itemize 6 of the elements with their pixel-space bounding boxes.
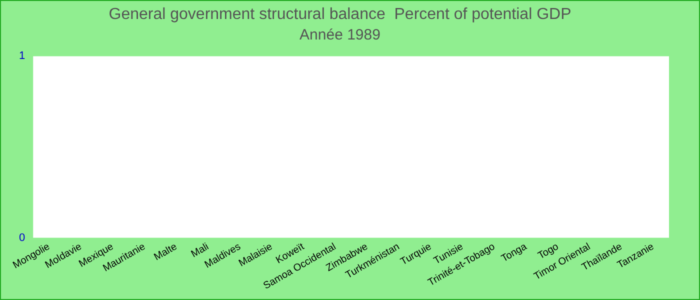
y-tick-label: 1 bbox=[18, 50, 26, 62]
x-tick-label: Tonga bbox=[500, 241, 530, 265]
y-tick-label: 0 bbox=[18, 232, 26, 244]
x-tick-label: Malte bbox=[152, 241, 180, 264]
chart-subtitle: Année 1989 bbox=[300, 26, 380, 44]
chart-title: General government structural balance Percent of potential GDP bbox=[108, 6, 572, 24]
